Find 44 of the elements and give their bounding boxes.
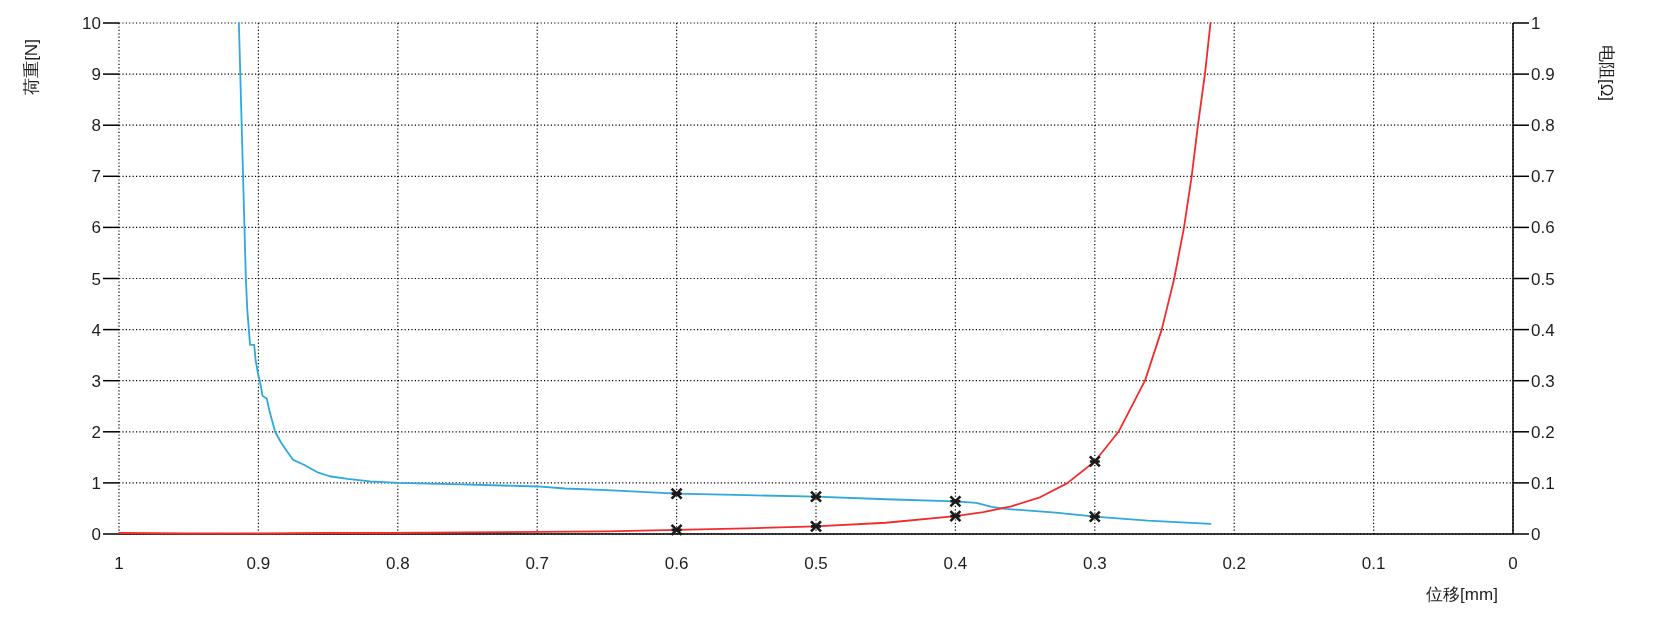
- x-axis-title: 位移[mm]: [1426, 585, 1498, 604]
- point: [949, 509, 962, 523]
- x-tick-label: 0.8: [385, 554, 410, 573]
- x-tick-label: 0.2: [1222, 554, 1247, 573]
- y2-tick-label: 0.8: [1531, 116, 1555, 136]
- y2-tick-label: 0.2: [1531, 422, 1555, 442]
- y-tick-label: 10: [82, 14, 101, 33]
- y-tick-label: 1: [91, 473, 101, 493]
- x-tick-label: 1: [114, 554, 124, 573]
- point: [809, 490, 823, 503]
- point: [809, 520, 823, 533]
- point: [670, 523, 683, 537]
- y-tick-label: 9: [91, 65, 101, 85]
- y-tick-label: 2: [91, 422, 101, 442]
- point: [1088, 455, 1102, 468]
- y2-tick-label: 1: [1531, 14, 1541, 33]
- x-tick-label: 0.7: [525, 554, 550, 573]
- y2-tick-label: 0: [1531, 525, 1541, 544]
- point: [1088, 510, 1102, 523]
- y2-tick-label: 0.1: [1531, 473, 1555, 493]
- y-tick-label: 0: [91, 525, 101, 544]
- x-tick-label: 0.3: [1082, 554, 1107, 573]
- point: [949, 495, 962, 508]
- point: [670, 487, 683, 500]
- y-tick-label: 5: [91, 269, 101, 289]
- y-tick-label: 7: [91, 167, 101, 187]
- y-tick-label: 3: [91, 371, 101, 391]
- x-tick-label: 0.9: [246, 554, 271, 573]
- y2-tick-label: 0.6: [1531, 218, 1555, 238]
- y-tick-label: 6: [91, 218, 101, 238]
- x-tick-label: 0: [1508, 554, 1518, 573]
- x-tick-label: 0.6: [664, 554, 689, 573]
- y-axis-title: 荷重[N]: [22, 39, 41, 95]
- y-tick-label: 8: [91, 116, 101, 136]
- x-tick-label: 0.1: [1361, 554, 1386, 573]
- y2-axis-title: 电阻[Ω]: [1597, 44, 1616, 102]
- y2-tick-label: 0.3: [1531, 371, 1555, 391]
- y2-tick-label: 0.5: [1531, 269, 1555, 289]
- y2-tick-label: 0.4: [1531, 320, 1555, 340]
- y2-tick-label: 0.9: [1531, 65, 1555, 85]
- y-tick-label: 4: [91, 320, 101, 340]
- y2-tick-label: 0.7: [1531, 167, 1555, 187]
- x-tick-label: 0.5: [804, 554, 828, 573]
- x-tick-label: 0.4: [943, 554, 968, 573]
